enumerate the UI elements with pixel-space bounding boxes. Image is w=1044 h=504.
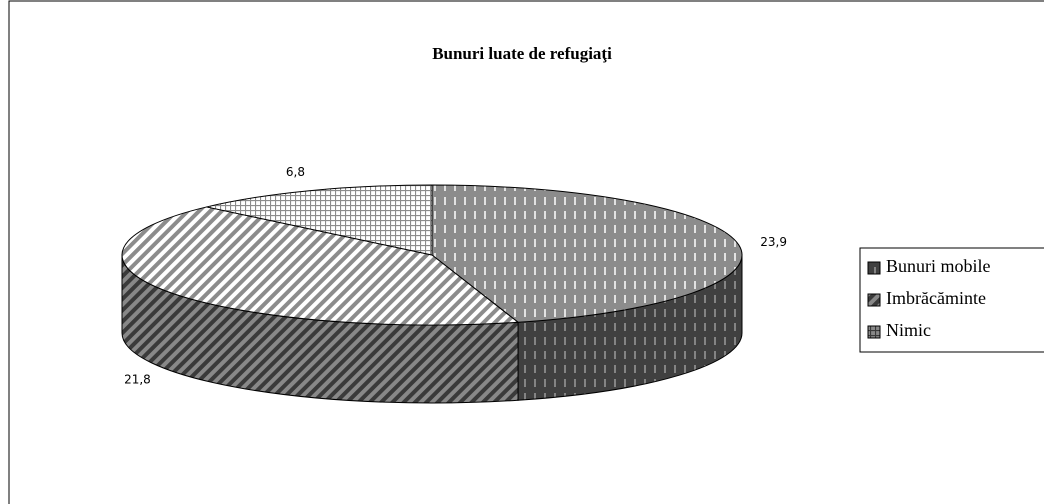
pie-slice (431, 184, 743, 323)
chart-title: Bunuri luate de refugiaţi (432, 44, 612, 63)
chart-frame (8, 0, 1044, 504)
legend-swatch (867, 293, 881, 307)
data-label: 23,9 (760, 235, 787, 249)
pie-slice (206, 184, 433, 256)
data-label: 21,8 (124, 372, 151, 386)
pie-slice (121, 206, 520, 326)
legend-label: Imbrăcăminte (886, 288, 986, 308)
legend-label: Bunuri mobile (886, 256, 991, 276)
legend-swatch (867, 325, 881, 339)
legend-swatch (867, 261, 881, 275)
data-label: 6,8 (286, 165, 305, 179)
legend (859, 247, 1044, 353)
legend-label: Nimic (886, 320, 931, 340)
